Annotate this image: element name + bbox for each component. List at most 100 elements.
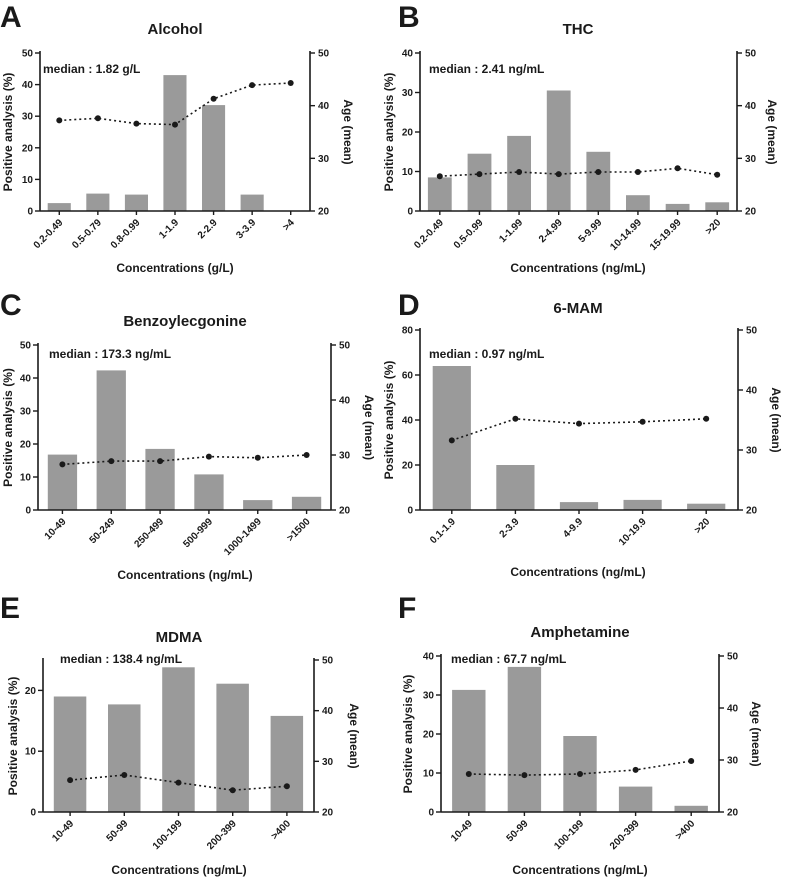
panel-b-y2tick-label-0: 20 <box>745 207 757 218</box>
panel-c-title: Benzoylecgonine <box>123 313 246 330</box>
panel-e-xtick-label-2: 100-199 <box>151 818 185 852</box>
panel-f-xtick-label-0: 10-49 <box>449 818 475 844</box>
panel-a-age-point-0 <box>56 117 63 124</box>
panel-b-age-line <box>439 167 718 177</box>
panel-c-bar-5 <box>291 496 322 510</box>
panel-f-ytick-label-2: 20 <box>423 730 435 741</box>
panel-c-y2tick-label-0: 20 <box>339 506 351 517</box>
panel-b-xtick-label-1: 0.5-0.99 <box>452 217 486 251</box>
panel-e-y2tick-label-1: 30 <box>322 757 334 768</box>
panel-e-age-point-1 <box>121 772 128 778</box>
panel-e-xtick-label-3: 200-399 <box>205 818 239 852</box>
panel-a-y2tick-label-1: 30 <box>318 154 330 165</box>
panel-b-bar-0 <box>427 177 452 211</box>
panel-a-age-point-1 <box>94 115 101 122</box>
panel-b-xtick-label-7: >20 <box>704 217 724 237</box>
panel-b-age-point-4 <box>595 169 602 175</box>
panel-c-y2tick-label-1: 30 <box>339 451 351 462</box>
panel-b-letter: B <box>398 1 420 34</box>
panel-c-age-point-3 <box>205 453 212 460</box>
panel-d-median: median : 0.97 ng/mL <box>429 347 544 361</box>
panel-a-title: Alcohol <box>148 21 203 38</box>
panel-b-median: median : 2.41 ng/mL <box>429 62 544 76</box>
panel-e-letter: E <box>0 592 20 625</box>
panel-a-median: median : 1.82 g/L <box>43 62 140 76</box>
panel-d-age-point-1 <box>512 415 519 422</box>
panel-e-x-title: Concentrations (ng/mL) <box>111 863 246 877</box>
panel-a-ytick-label-0: 0 <box>27 207 33 218</box>
panel-d-age-point-3 <box>639 418 646 425</box>
panel-a-age-point-5 <box>249 82 256 89</box>
panel-b-y2-title: Age (mean) <box>765 99 779 164</box>
panel-d-y2tick-label-3: 50 <box>746 326 758 337</box>
panel-f-y-title: Positive analysis (%) <box>401 675 415 794</box>
panel-f-age-point-2 <box>577 771 583 777</box>
panel-a-bar-2 <box>124 194 148 211</box>
panel-e-ytick-label-1: 10 <box>25 747 37 758</box>
panel-a-ytick-label-5: 50 <box>22 49 34 60</box>
panel-d-xtick-label-3: 10-19.9 <box>617 516 649 548</box>
panel-a-age-point-3 <box>172 121 178 128</box>
panel-f: F Amphetamine median : 67.7 ng/mL 0 10 20 30 40… <box>398 592 763 877</box>
panel-b-age-point-7 <box>714 171 721 178</box>
panel-f-y2-title: Age (mean) <box>749 701 763 766</box>
panel-d-bar-3 <box>623 499 662 510</box>
panel-f-y2tick-label-3: 50 <box>727 652 739 663</box>
panel-d-ytick-label-1: 20 <box>402 461 414 472</box>
panel-a: A Alcohol median : 1.82 g/L 0 10 20 30 40 50 20 30… <box>0 1 355 275</box>
panel-b-y2tick-label-2: 40 <box>745 101 757 112</box>
panel-b-bar-6 <box>665 203 690 211</box>
panel-f-bar-1 <box>507 666 542 812</box>
panel-d-xtick-label-2: 4-9.9 <box>561 516 585 540</box>
panel-a-ytick-label-2: 20 <box>22 143 34 154</box>
panel-f-bar-0 <box>452 689 486 812</box>
panel-c-y2-title: Age (mean) <box>362 395 376 460</box>
panel-c-x-title: Concentrations (ng/mL) <box>117 568 252 582</box>
panel-b-bar-1 <box>467 153 492 211</box>
panel-f-letter: F <box>398 592 416 625</box>
panel-c-xtick-label-0: 10-49 <box>43 516 69 542</box>
panel-c-age-point-2 <box>157 458 164 465</box>
panel-f-xtick-label-1: 50-99 <box>505 818 531 844</box>
panel-d-xtick-label-0: 0.1-1.9 <box>428 516 458 546</box>
panel-a-age-point-2 <box>133 120 140 127</box>
panel-b-bar-7 <box>705 202 730 211</box>
panel-d-title: 6-MAM <box>553 300 602 317</box>
panel-e-y-title: Positive analysis (%) <box>6 677 20 796</box>
panel-c-bar-1 <box>96 370 126 510</box>
panel-d-y2tick-label-1: 30 <box>746 446 758 457</box>
panel-e-title: MDMA <box>156 629 203 646</box>
panel-e-ytick-label-0: 0 <box>30 808 36 819</box>
panel-c-y-title: Positive analysis (%) <box>1 368 15 487</box>
panel-f-y2tick-label-1: 30 <box>727 756 739 767</box>
panel-e: E MDMA median : 138.4 ng/mL 0 10 20 20 30 40 50 10… <box>0 592 361 877</box>
panel-f-age-point-3 <box>632 766 639 773</box>
panel-a-age-point-4 <box>210 95 217 102</box>
panel-a-x-title: Concentrations (g/L) <box>116 261 233 275</box>
panel-d-y-title: Positive analysis (%) <box>382 361 396 480</box>
panel-c-bar-3 <box>194 474 224 510</box>
panel-e-age-line <box>70 774 287 792</box>
panel-f-ytick-label-0: 0 <box>428 808 434 819</box>
panel-c-age-point-0 <box>59 461 66 468</box>
panel-b-bar-5 <box>626 195 650 211</box>
panel-c-xtick-label-1: 50-249 <box>88 516 118 546</box>
panel-a-bar-5 <box>240 194 264 211</box>
panel-b-y2tick-label-1: 30 <box>745 154 757 165</box>
panel-c-xtick-label-5: >1500 <box>285 516 313 544</box>
panel-f-median: median : 67.7 ng/mL <box>451 652 566 666</box>
panel-c-ytick-label-0: 0 <box>25 506 31 517</box>
panel-a-bar-3 <box>163 75 187 211</box>
panel-d-xtick-label-1: 2-3.9 <box>498 516 522 540</box>
panel-f-xtick-label-3: 200-399 <box>608 818 642 852</box>
panel-d-y2tick-label-0: 20 <box>746 506 758 517</box>
panel-c-xtick-label-4: 1000-1499 <box>222 516 264 558</box>
panel-d-xtick-label-4: >20 <box>693 516 713 536</box>
panel-e-bar-4 <box>270 715 304 812</box>
panel-a-xtick-label-5: 3-3.9 <box>234 217 258 241</box>
panel-a-age-point-6 <box>287 80 294 86</box>
panel-d-x-title: Concentrations (ng/mL) <box>510 565 645 579</box>
panel-b-xtick-label-3: 2-4.99 <box>537 217 565 245</box>
panel-c-median: median : 173.3 ng/mL <box>49 347 171 361</box>
